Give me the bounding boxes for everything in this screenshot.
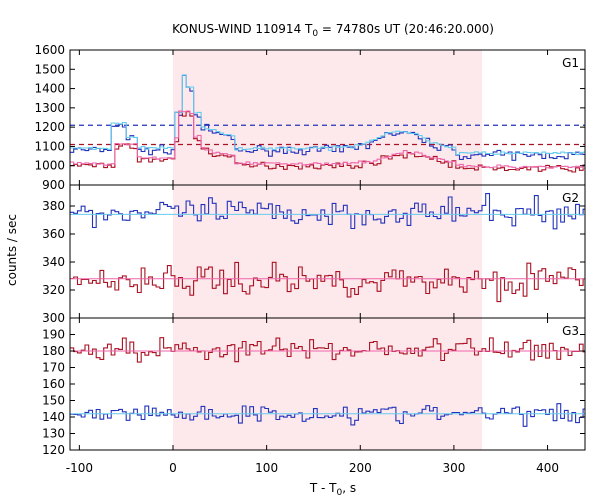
ytick-label-G2-360: 360 [42,227,65,241]
shaded-interval-G3 [173,318,482,450]
xtick-label-0: 0 [169,461,177,475]
ytick-label-G1-1400: 1400 [34,82,65,96]
panel-label-G3: G3 [562,324,579,338]
ytick-label-G3-120: 120 [42,443,65,457]
ytick-label-G3-160: 160 [42,377,65,391]
ytick-label-G2-380: 380 [42,199,65,213]
ytick-label-G3-140: 140 [42,410,65,424]
ytick-label-G1-1300: 1300 [34,101,65,115]
ytick-label-G3-180: 180 [42,344,65,358]
panel-label-G1: G1 [562,56,579,70]
xtick-label--100: -100 [66,461,93,475]
ytick-label-G3-130: 130 [42,427,65,441]
ytick-label-G1-1500: 1500 [34,62,65,76]
plot-layer: 9001000110012001300140015001600G13003203… [34,43,586,475]
ytick-label-G2-320: 320 [42,283,65,297]
ytick-label-G3-150: 150 [42,394,65,408]
series-G3-red [70,337,585,363]
ytick-label-G1-1200: 1200 [34,120,65,134]
ytick-label-G1-1000: 1000 [34,159,65,173]
x-axis-label-sub: 0 [337,488,343,498]
xtick-label-200: 200 [349,461,372,475]
ytick-label-G2-340: 340 [42,255,65,269]
chart-title-main: KONUS-WIND 110914 T [172,22,313,36]
ytick-label-G2-300: 300 [42,311,65,325]
series-G1-cyan [70,74,585,156]
xtick-label-100: 100 [255,461,278,475]
ytick-label-G3-190: 190 [42,328,65,342]
xtick-label-400: 400 [536,461,559,475]
chart-title-sub: 0 [312,29,318,39]
ytick-label-G1-1100: 1100 [34,139,65,153]
y-axis-label: counts / sec [5,214,19,286]
x-axis-label-rest: , s [342,481,356,495]
chart-title: KONUS-WIND 110914 T0 = 74780s UT (20:46:… [172,22,494,39]
x-axis-label: T - T0, s [309,481,356,498]
chart-title-rest: = 74780s UT (20:46:20.000) [318,22,494,36]
series-G2-red [70,261,585,303]
series-G1-pink [70,110,585,170]
ytick-label-G3-170: 170 [42,361,65,375]
xtick-label-300: 300 [442,461,465,475]
ytick-label-G1-1600: 1600 [34,43,65,57]
shaded-interval-G1 [173,50,482,185]
shaded-interval-G2 [173,185,482,318]
x-axis-label-main: T - T [309,481,337,495]
ytick-label-G1-900: 900 [42,178,65,192]
panel-label-G2: G2 [562,191,579,205]
series-G2-blue [70,193,585,230]
